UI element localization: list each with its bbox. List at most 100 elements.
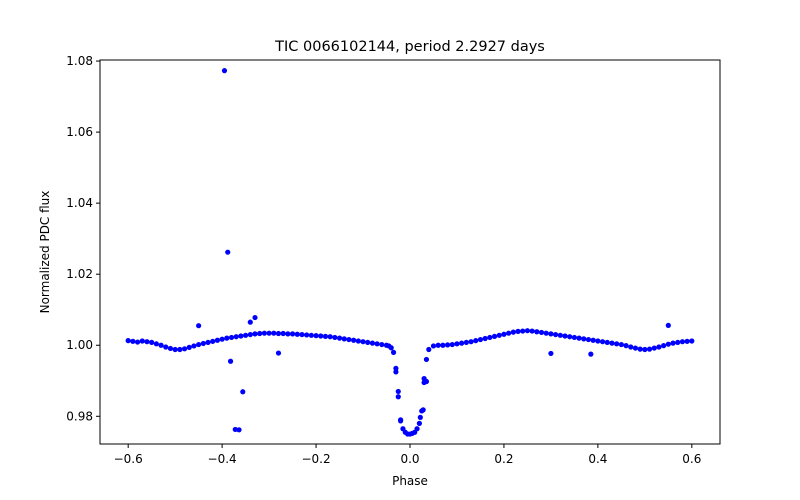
data-point xyxy=(228,334,235,341)
data-point xyxy=(520,328,526,334)
data-point xyxy=(501,331,507,337)
data-point xyxy=(221,68,228,74)
data-point xyxy=(496,332,502,338)
data-point xyxy=(585,336,592,343)
data-point xyxy=(257,330,263,337)
data-point xyxy=(435,342,441,348)
data-point xyxy=(177,346,183,353)
data-point xyxy=(369,340,376,346)
data-point xyxy=(590,337,596,343)
data-point xyxy=(548,331,554,337)
data-point xyxy=(308,332,314,338)
data-point xyxy=(595,338,601,344)
data-point xyxy=(459,340,465,346)
data-point xyxy=(243,332,249,338)
x-axis-ticks: −0.6 −0.4 −0.2 0.0 0.2 0.4 0.6 xyxy=(114,444,701,466)
data-point xyxy=(510,329,516,335)
data-point xyxy=(675,339,681,346)
data-point xyxy=(313,333,319,339)
data-point xyxy=(468,339,474,345)
data-point xyxy=(529,328,535,334)
data-point xyxy=(374,341,380,347)
data-point xyxy=(689,338,695,344)
data-point xyxy=(656,344,662,350)
data-point xyxy=(285,331,291,337)
data-point xyxy=(336,335,343,341)
data-point xyxy=(423,356,430,363)
data-point xyxy=(609,340,615,346)
data-point xyxy=(646,346,653,352)
data-point xyxy=(628,344,634,350)
data-point xyxy=(388,345,394,351)
data-point xyxy=(280,330,286,337)
data-point xyxy=(430,343,437,349)
data-point xyxy=(275,350,282,356)
data-point xyxy=(205,339,211,346)
data-point xyxy=(153,341,159,347)
data-point xyxy=(236,427,242,433)
data-point xyxy=(482,335,488,342)
data-point xyxy=(200,340,206,347)
data-point xyxy=(449,341,455,348)
data-point xyxy=(360,339,366,345)
data-point xyxy=(567,334,573,340)
y-tick-label: 1.02 xyxy=(66,267,93,281)
data-point xyxy=(341,336,347,342)
data-point xyxy=(238,333,244,339)
data-point xyxy=(261,330,267,336)
data-point xyxy=(322,333,329,339)
y-tick-label: 1.00 xyxy=(66,338,93,352)
data-point xyxy=(623,343,629,349)
data-point xyxy=(665,341,671,347)
data-point xyxy=(191,343,197,349)
data-point xyxy=(604,339,610,346)
data-point xyxy=(299,331,305,338)
data-point xyxy=(651,345,657,351)
data-point xyxy=(214,337,221,343)
data-point xyxy=(618,341,624,348)
x-tick-label: −0.4 xyxy=(208,452,237,466)
y-axis-label: Normalized PDC flux xyxy=(38,191,52,314)
data-point xyxy=(581,336,587,342)
x-tick-label: 0.2 xyxy=(494,452,513,466)
data-point xyxy=(332,334,338,341)
y-tick-label: 1.08 xyxy=(66,54,93,68)
data-point xyxy=(515,328,521,334)
data-point xyxy=(252,314,258,321)
data-point xyxy=(275,330,282,337)
data-point xyxy=(599,339,606,345)
data-point xyxy=(487,334,493,341)
x-tick-label: −0.6 xyxy=(114,452,143,466)
data-point xyxy=(420,407,426,413)
data-point xyxy=(543,330,549,336)
data-point xyxy=(247,319,253,325)
data-point xyxy=(318,333,324,339)
data-point xyxy=(294,331,300,337)
data-point xyxy=(538,329,545,336)
data-point xyxy=(233,334,239,340)
data-point xyxy=(252,331,258,337)
data-point xyxy=(225,249,231,255)
data-point xyxy=(172,346,178,353)
data-point xyxy=(670,340,676,346)
data-point xyxy=(417,414,423,420)
data-point xyxy=(346,336,352,343)
data-point xyxy=(390,349,397,355)
data-point xyxy=(224,335,230,341)
x-tick-label: 0.4 xyxy=(588,452,607,466)
data-point xyxy=(139,338,145,344)
data-point xyxy=(553,331,559,338)
data-point xyxy=(661,343,667,349)
data-point xyxy=(614,341,620,347)
y-tick-label: 0.98 xyxy=(66,409,93,423)
data-point xyxy=(414,426,420,432)
data-point xyxy=(576,335,582,341)
y-axis-ticks: 0.98 1.00 1.02 1.04 1.06 1.08 xyxy=(66,54,100,423)
data-point xyxy=(351,337,357,343)
data-point xyxy=(562,333,568,339)
data-point xyxy=(144,339,150,345)
y-tick-label: 1.06 xyxy=(66,125,93,139)
data-point xyxy=(130,338,136,344)
data-point xyxy=(477,336,484,343)
